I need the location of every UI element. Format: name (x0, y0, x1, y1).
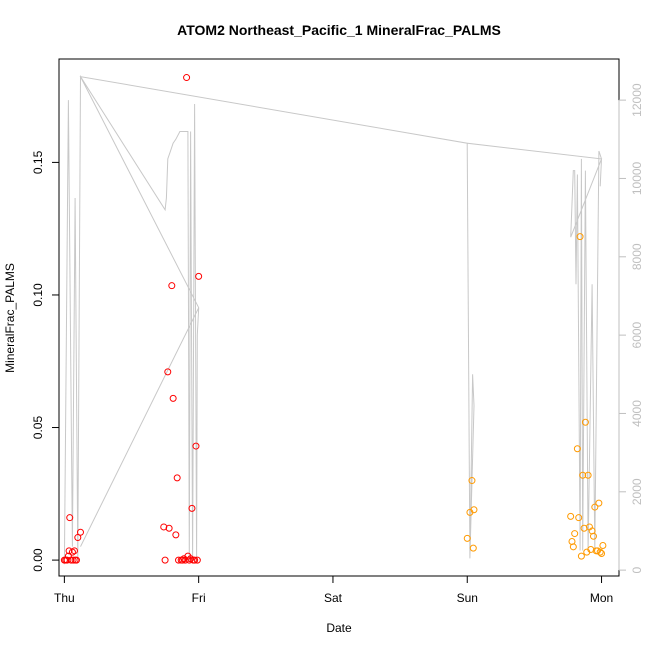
data-point (571, 530, 579, 538)
data-point (595, 499, 603, 507)
data-point (67, 556, 75, 564)
data-point (596, 548, 604, 556)
data-point (468, 477, 476, 485)
data-point (579, 471, 587, 479)
y-axis-left: 0.00 0.05 0.10 0.15 (31, 150, 60, 572)
data-point (188, 504, 196, 512)
data-point (68, 548, 76, 556)
data-point (569, 543, 577, 551)
y2-tick-label: 8000 (630, 243, 644, 270)
y-axis-right: 0 2000 4000 6000 8000 10000 12000 (618, 83, 644, 573)
data-point (589, 532, 597, 540)
y-axis-label: MineralFrac_PALMS (3, 263, 17, 373)
data-point (463, 534, 471, 542)
data-point (161, 556, 169, 564)
y-tick-label: 0.00 (31, 548, 45, 572)
y-tick-label: 0.10 (31, 283, 45, 307)
data-point (172, 531, 180, 539)
data-point (191, 556, 199, 564)
data-point (69, 556, 77, 564)
data-point (576, 233, 584, 241)
x-tick-label: Fri (192, 591, 206, 605)
data-point (469, 544, 477, 552)
y2-tick-label: 4000 (630, 400, 644, 427)
data-point (183, 74, 191, 82)
data-point (164, 368, 172, 376)
y2-tick-label: 12000 (630, 83, 644, 117)
y2-tick-label: 2000 (630, 478, 644, 505)
data-point (185, 556, 193, 564)
data-point (581, 418, 589, 426)
data-point (193, 556, 201, 564)
data-point (567, 512, 575, 520)
data-point (584, 471, 592, 479)
data-point (65, 547, 73, 555)
y-tick-label: 0.05 (31, 416, 45, 440)
data-point (575, 514, 583, 522)
x-tick-label: Thu (54, 591, 75, 605)
data-point (66, 514, 74, 522)
data-point (169, 394, 177, 402)
data-point (168, 282, 176, 290)
data-point (470, 506, 478, 514)
data-points-layer (60, 74, 607, 564)
y2-tick-label: 10000 (630, 161, 644, 195)
data-point (179, 556, 187, 564)
data-point (76, 528, 84, 536)
x-axis: Thu Fri Sat Sun Mon (54, 575, 613, 605)
data-point (598, 549, 606, 557)
y2-tick-label: 0 (630, 566, 644, 573)
data-point (599, 542, 607, 550)
data-point (72, 556, 80, 564)
data-point (573, 445, 581, 453)
altitude-line (63, 74, 603, 565)
altitude-line-layer (63, 74, 603, 565)
chart-title: ATOM2 Northeast_Pacific_1 MineralFrac_PA… (177, 22, 501, 38)
x-axis-label: Date (326, 621, 352, 635)
data-point (577, 552, 585, 560)
data-point (173, 474, 181, 482)
x-tick-label: Sun (457, 591, 478, 605)
x-tick-label: Mon (590, 591, 613, 605)
plot-frame (58, 58, 620, 577)
y2-tick-label: 6000 (630, 321, 644, 348)
data-point (195, 272, 203, 280)
x-tick-label: Sat (324, 591, 343, 605)
data-point (165, 524, 173, 532)
y-tick-label: 0.15 (31, 150, 45, 174)
data-point (591, 503, 599, 511)
data-point (192, 442, 200, 450)
data-point (70, 547, 78, 555)
data-point (74, 534, 82, 542)
